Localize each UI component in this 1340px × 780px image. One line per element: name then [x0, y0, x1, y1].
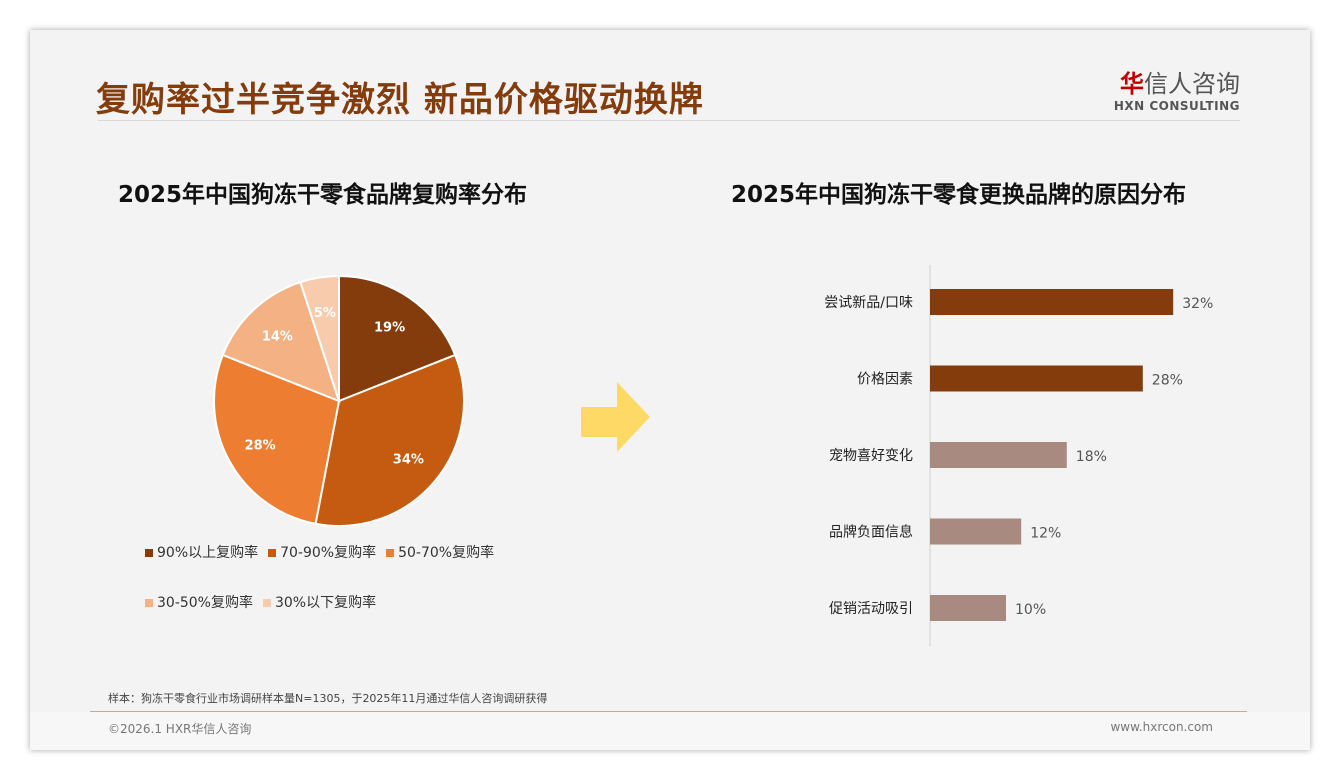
bar-value-label: 10% [1015, 602, 1046, 618]
bar-category-label: 尝试新品/口味 [824, 295, 913, 311]
copyright: ©2026.1 HXR华信人咨询 [108, 722, 252, 736]
pie-slice [213, 353, 341, 525]
legend-swatch [145, 549, 153, 557]
bar [930, 365, 1143, 392]
bar-category-label: 品牌负面信息 [829, 524, 913, 541]
bar-value-label: 18% [1076, 449, 1107, 465]
legend-label: 70-90%复购率 [280, 545, 377, 561]
legend-item: 70-90%复购率 [268, 542, 376, 562]
charts-canvas: 19% 34% 28% 14% 5% 尝试新品/口味 32% 价格因素 28% 宠物喜好变化 18%… [213, 265, 1213, 646]
pie-slice [338, 274, 457, 403]
legend-item: 30%以下复购率 [262, 592, 377, 612]
slide: 复购率过半竞争激烈 新品价格驱动换牌 华信人咨询 HXN CONSULTING … [30, 30, 1310, 750]
bar-category-label: 促销活动吸引 [829, 601, 913, 617]
footer: ©2026.1 HXR华信人咨询 www.hxrcon.com [30, 712, 1310, 750]
legend-swatch [145, 599, 153, 607]
legend-swatch [268, 549, 277, 557]
legend-label: 90%以上复购率 [157, 545, 259, 561]
pie-label: 5% [314, 306, 336, 321]
pie-label: 19% [374, 321, 405, 336]
footer-divider [90, 711, 1247, 712]
pie-legend: 90%以上复购率 70-90%复购率 50-70%复购率 30-50%复购率 30%以下… [145, 542, 565, 642]
pie-title: 2025年中国狗冻干零食品牌复购率分布 [118, 182, 528, 208]
bar-category-label: 价格因素 [857, 372, 913, 388]
bar [930, 595, 1006, 621]
bar [930, 289, 1174, 315]
logo: 华信人咨询 HXN CONSULTING [1114, 64, 1240, 113]
page-title: 复购率过半竞争激烈 新品价格驱动换牌 [96, 80, 704, 120]
pie-label: 28% [245, 438, 276, 453]
logo-mark: 华 [1120, 70, 1144, 98]
legend-label: 50-70%复购率 [398, 545, 495, 561]
legend-item: 30-50%复购率 [145, 592, 253, 612]
bar-value-label: 12% [1030, 526, 1061, 542]
legend-label: 30%以下复购率 [274, 595, 377, 611]
logo-en: HXN CONSULTING [1113, 99, 1240, 113]
bar-value-label: 28% [1152, 373, 1183, 389]
legend-swatch [386, 549, 395, 557]
legend-item: 50-70%复购率 [386, 542, 494, 562]
bar [930, 518, 1022, 545]
sample-note: 样本：狗冻干零食行业市场调研样本量N=1305，于2025年11月通过华信人咨询… [108, 692, 548, 705]
bar-category-label: 宠物喜好变化 [829, 448, 913, 464]
legend-item: 90%以上复购率 [145, 542, 258, 562]
pie-label: 34% [393, 452, 424, 467]
divider [98, 120, 1240, 121]
logo-text: 信人咨询 [1144, 70, 1240, 98]
arrow-icon [581, 382, 650, 452]
bar [930, 442, 1067, 468]
website-link[interactable]: www.hxrcon.com [1110, 720, 1213, 734]
pie-slice [299, 274, 340, 402]
pie-slice [314, 353, 465, 527]
legend-label: 30-50%复购率 [157, 595, 253, 611]
pie-label: 14% [262, 329, 293, 344]
bar-title: 2025年中国狗冻干零食更换品牌的原因分布 [731, 182, 1187, 208]
legend-swatch [262, 599, 271, 607]
bar-value-label: 32% [1182, 296, 1213, 312]
